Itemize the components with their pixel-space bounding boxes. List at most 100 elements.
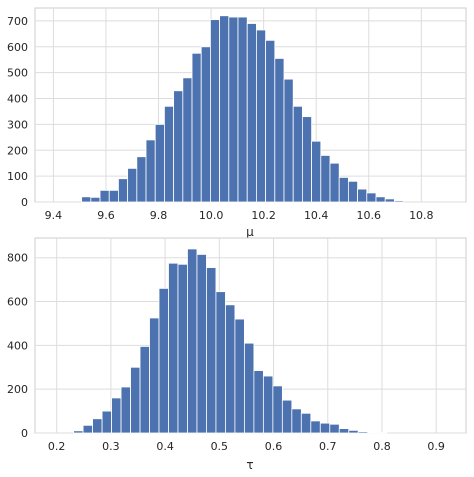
histogram-bar [225, 304, 236, 434]
x-tick-label: 0.7 [319, 440, 337, 453]
histogram-bar [200, 46, 211, 203]
histogram-bar [393, 200, 404, 203]
histogram-bar [219, 15, 230, 203]
histogram-bar [154, 124, 165, 203]
y-tick-label: 200 [7, 383, 28, 396]
histogram-bar [366, 192, 377, 203]
histogram-bar [272, 385, 283, 434]
histogram-bar [196, 254, 207, 434]
histogram-bar [310, 420, 321, 434]
y-tick-label: 200 [7, 144, 28, 157]
histogram-bar [177, 263, 188, 434]
x-tick-label: 10.0 [199, 209, 224, 222]
y-tick-label: 400 [7, 339, 28, 352]
y-tick-label: 400 [7, 93, 28, 106]
tau-histogram: 0.2 0.3 0.4 0.5 0.6 0.7 0.8 0.9 0 200 400 600 800 τ [7, 237, 467, 472]
histogram-bar [357, 431, 369, 434]
x-tick-label: 10.4 [304, 209, 329, 222]
histogram-bar [136, 156, 147, 203]
histogram-bar [292, 105, 303, 203]
histogram-bar [281, 399, 293, 434]
mu-x-ticks: 9.4 9.6 9.8 10.0 10.2 10.4 10.6 10.8 [45, 209, 434, 222]
histogram-bar [320, 155, 331, 203]
tau-x-ticks: 0.2 0.3 0.4 0.5 0.6 0.7 0.8 0.9 [48, 440, 445, 453]
histogram-bar [73, 430, 84, 434]
tau-bars [73, 248, 388, 434]
histogram-bar [302, 116, 313, 203]
histogram-bar [329, 162, 340, 203]
histogram-bar [319, 422, 331, 434]
histogram-bar [253, 370, 264, 434]
x-tick-label: 0.6 [265, 440, 283, 453]
x-tick-label: 9.6 [97, 209, 115, 222]
histogram-bar [244, 342, 255, 434]
histogram-bar [357, 188, 368, 203]
x-tick-label: 10.6 [357, 209, 382, 222]
histogram-bar [265, 39, 276, 203]
y-tick-label: 800 [7, 252, 28, 265]
x-tick-label: 9.8 [150, 209, 168, 222]
histogram-bar [164, 105, 175, 203]
histogram-bar [149, 317, 160, 434]
histogram-bar [210, 19, 221, 203]
x-tick-label: 0.9 [427, 440, 445, 453]
histogram-bar [274, 58, 285, 203]
histogram-bar [130, 366, 141, 434]
histogram-bar [108, 189, 119, 203]
histogram-bar [237, 16, 248, 203]
x-tick-label: 0.8 [373, 440, 391, 453]
mu-bars [81, 15, 404, 203]
histogram-bar [291, 408, 302, 434]
tau-xlabel: τ [246, 458, 253, 472]
x-tick-label: 10.2 [251, 209, 276, 222]
histogram-bar [228, 16, 239, 203]
histogram-bar [111, 397, 122, 434]
histogram-bar [338, 177, 349, 203]
y-tick-label: 500 [7, 67, 28, 80]
y-tick-label: 600 [7, 41, 28, 54]
y-tick-label: 600 [7, 296, 28, 309]
histogram-bar [262, 375, 274, 434]
x-tick-label: 0.4 [156, 440, 174, 453]
histogram-bar [329, 423, 340, 434]
histogram-bar [234, 318, 245, 434]
histogram-bar [120, 386, 131, 434]
x-tick-label: 0.2 [48, 440, 66, 453]
histogram-bar [118, 178, 129, 203]
histogram-bar [215, 291, 226, 434]
histogram-bar [101, 410, 112, 434]
histogram-bar [348, 429, 359, 434]
histogram-bar [145, 139, 156, 203]
histogram-bar [139, 346, 150, 434]
y-tick-label: 300 [7, 118, 28, 131]
tau-y-ticks: 0 200 400 600 800 [7, 252, 28, 440]
x-tick-label: 0.5 [211, 440, 229, 453]
x-tick-label: 0.3 [102, 440, 120, 453]
y-tick-label: 0 [21, 196, 28, 209]
histogram-bar [158, 287, 169, 434]
histogram-bar [246, 23, 257, 203]
histogram-bar [191, 52, 202, 203]
histogram-bar [283, 78, 294, 203]
histogram-bar [300, 412, 312, 434]
x-tick-label: 9.4 [45, 209, 63, 222]
histogram-bar [92, 418, 103, 434]
histogram-bar [384, 198, 395, 203]
histogram-bar [173, 90, 184, 203]
histogram-bar [206, 267, 217, 434]
mu-histogram: 9.4 9.6 9.8 10.0 10.2 10.4 10.6 10.8 0 100 200 300… [7, 7, 467, 239]
histogram-bar [99, 189, 110, 203]
histogram-bar [82, 424, 94, 434]
histogram-bar [187, 248, 198, 434]
histogram-bar [168, 262, 179, 434]
x-tick-label: 10.8 [409, 209, 434, 222]
histogram-bar [182, 77, 193, 203]
histogram-bar [347, 180, 358, 203]
histogram-bar [90, 196, 101, 203]
histogram-bar [338, 428, 350, 434]
y-tick-label: 100 [7, 170, 28, 183]
histogram-bar [375, 196, 386, 203]
mu-xlabel: μ [246, 225, 254, 239]
mu-y-ticks: 0 100 200 300 400 500 600 700 [7, 15, 28, 209]
